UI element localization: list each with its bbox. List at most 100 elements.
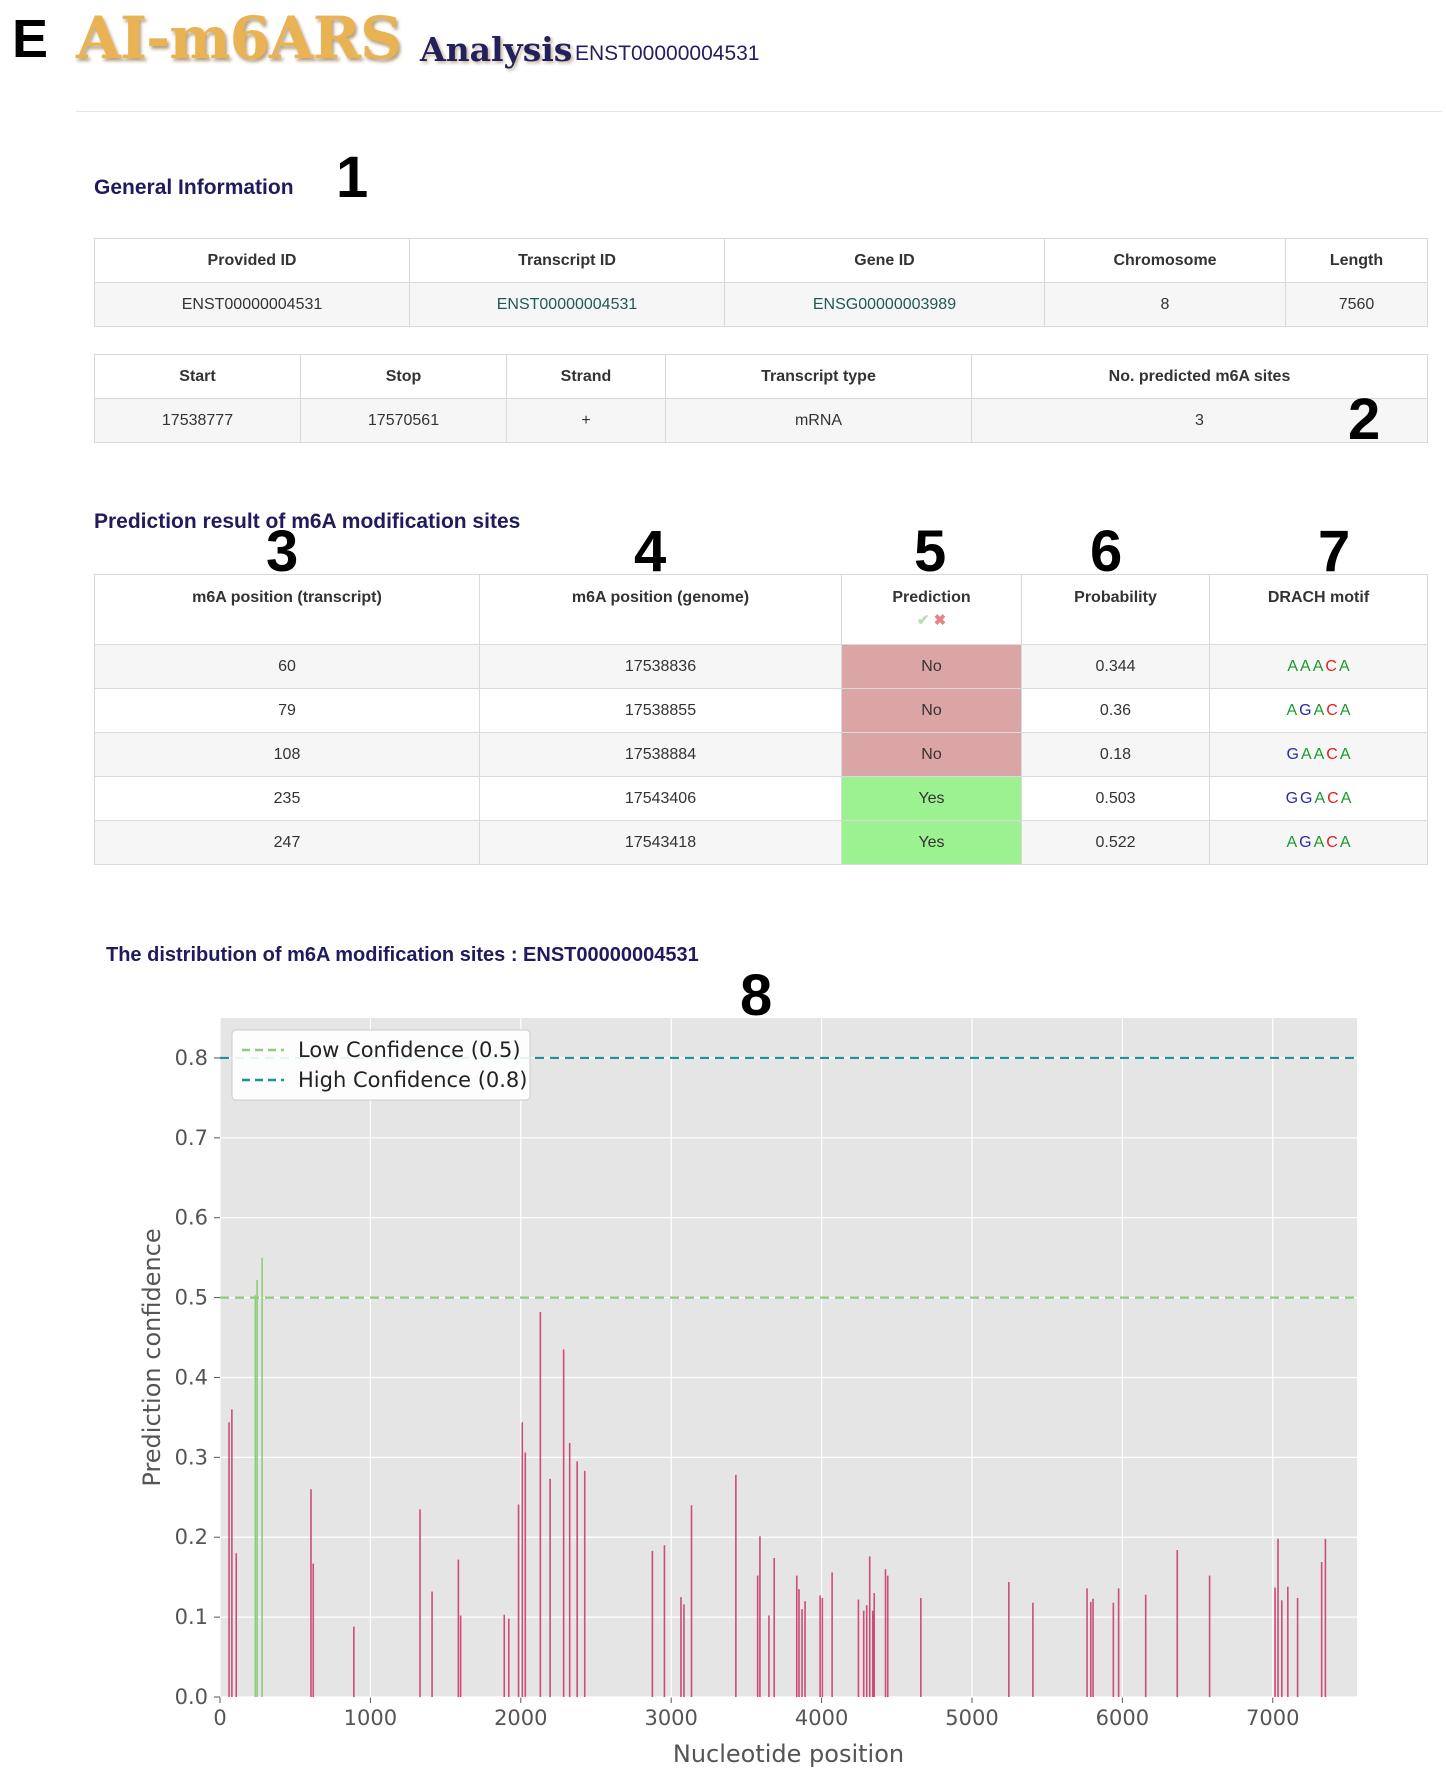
motif-nucleotide: G <box>1299 701 1312 719</box>
analysis-heading: Analysis <box>420 30 573 69</box>
y-tick-label: 0.8 <box>175 1046 208 1070</box>
prediction-rows: 60 17538836 No 0.344 A A A C A 79 17538855 No 0.36 A G… <box>94 644 1428 865</box>
probability-cell: 0.503 <box>1021 776 1210 821</box>
annotation-number-3: 3 <box>266 519 299 584</box>
annotation-number-4: 4 <box>634 519 667 584</box>
y-tick-label: 0.2 <box>175 1525 208 1549</box>
genome-position-cell: 17538884 <box>479 732 842 777</box>
table-row: ENST00000004531 ENST00000004531 ENSG0000… <box>94 282 1428 327</box>
probability-cell: 0.522 <box>1021 820 1210 865</box>
x-tick-label: 2000 <box>494 1706 547 1730</box>
y-tick-label: 0.6 <box>175 1206 208 1230</box>
transcript-detail-table: Start Stop Strand Transcript type No. pr… <box>94 354 1428 443</box>
x-tick-label: 0 <box>213 1706 226 1730</box>
col-prediction: Prediction ✔ ✖ <box>841 574 1022 645</box>
annotation-number-2: 2 <box>1348 387 1381 452</box>
prediction-table: m6A position (transcript) m6A position (… <box>94 574 1428 865</box>
transcript-position-cell: 247 <box>94 820 480 865</box>
x-tick-label: 3000 <box>644 1706 697 1730</box>
transcript-position-cell: 79 <box>94 688 480 733</box>
col-transcript-position: m6A position (transcript) <box>94 574 480 645</box>
x-tick-label: 5000 <box>945 1706 998 1730</box>
y-tick-label: 0.3 <box>175 1445 208 1469</box>
stop-value: 17570561 <box>300 398 507 443</box>
motif-nucleotide: G <box>1300 789 1313 807</box>
motif-nucleotide: A <box>1300 657 1311 675</box>
transcript-detail-header-row: Start Stop Strand Transcript type No. pr… <box>94 354 1428 399</box>
table-row: 235 17543406 Yes 0.503 G G A C A <box>94 776 1428 821</box>
motif-nucleotide: A <box>1339 833 1351 851</box>
header-transcript-id: - ENST00000004531 <box>562 42 759 66</box>
prediction-cell: Yes <box>841 776 1022 821</box>
table-row: 79 17538855 No 0.36 A G A C A <box>94 688 1428 733</box>
genome-position-cell: 17543406 <box>479 776 842 821</box>
gene-id-link-text[interactable]: ENSG00000003989 <box>812 295 957 313</box>
probability-cell: 0.344 <box>1021 644 1210 689</box>
motif-nucleotide: A <box>1314 789 1326 807</box>
general-info-table: Provided ID Transcript ID Gene ID Chromo… <box>94 238 1428 327</box>
motif-nucleotide: A <box>1339 745 1351 763</box>
prediction-cell: Yes <box>841 820 1022 865</box>
genome-position-cell: 17538855 <box>479 688 842 733</box>
x-axis-label: Nucleotide position <box>673 1740 904 1768</box>
header-transcript: ENST00000004531 <box>575 42 760 65</box>
transcript-position-cell: 108 <box>94 732 480 777</box>
chromosome-value: 8 <box>1044 282 1286 327</box>
start-value: 17538777 <box>94 398 301 443</box>
motif-nucleotide: A <box>1287 657 1299 675</box>
motif-nucleotide: A <box>1339 701 1351 719</box>
check-icon: ✔ <box>916 612 930 629</box>
transcript-position-cell: 60 <box>94 644 480 689</box>
legend-low-label: Low Confidence (0.5) <box>298 1038 521 1062</box>
legend-high-label: High Confidence (0.8) <box>298 1068 527 1092</box>
motif-nucleotide: C <box>1326 833 1338 851</box>
prediction-cell: No <box>841 732 1022 777</box>
transcript-id-link[interactable]: ENST00000004531 <box>409 282 725 327</box>
motif-nucleotide: G <box>1299 833 1312 851</box>
motif-nucleotide: A <box>1286 833 1298 851</box>
y-tick-label: 0.1 <box>175 1605 208 1629</box>
motif-nucleotide: A <box>1313 701 1325 719</box>
chart-legend <box>231 1029 531 1101</box>
y-axis-label: Prediction confidence <box>138 1228 166 1486</box>
col-stop: Stop <box>300 354 507 399</box>
gene-id-link[interactable]: ENSG00000003989 <box>724 282 1045 327</box>
chart-title: The distribution of m6A modification sit… <box>106 944 699 966</box>
annotation-number-5: 5 <box>914 519 947 584</box>
motif-nucleotide: A <box>1313 833 1325 851</box>
predicted-sites-value: 3 <box>971 398 1428 443</box>
motif-nucleotide: A <box>1313 745 1325 763</box>
header-separator: - <box>562 42 569 65</box>
annotation-number-1: 1 <box>336 145 369 210</box>
prediction-legend: ✔ ✖ <box>842 611 1021 629</box>
motif-nucleotide: A <box>1312 657 1324 675</box>
x-tick-label: 7000 <box>1246 1706 1299 1730</box>
y-tick-label: 0.4 <box>175 1365 208 1389</box>
plot-background <box>220 1018 1357 1697</box>
col-prediction-label: Prediction <box>892 589 971 606</box>
x-tick-label: 4000 <box>795 1706 848 1730</box>
col-predicted-sites: No. predicted m6A sites <box>971 354 1428 399</box>
panel-letter: E <box>12 9 49 69</box>
col-drach-motif: DRACH motif <box>1209 574 1428 645</box>
app-logo[interactable]: AI-m6ARS <box>76 4 402 72</box>
header-divider <box>76 111 1442 112</box>
transcript-position-cell: 235 <box>94 776 480 821</box>
col-length: Length <box>1285 238 1428 283</box>
genome-position-cell: 17543418 <box>479 820 842 865</box>
motif-nucleotide: A <box>1286 701 1298 719</box>
transcript-id-link-text[interactable]: ENST00000004531 <box>496 295 638 313</box>
col-transcript-type: Transcript type <box>665 354 972 399</box>
annotation-number-8: 8 <box>740 963 773 1028</box>
table-row: 247 17543418 Yes 0.522 A G A C A <box>94 820 1428 865</box>
table-row: 108 17538884 No 0.18 G A A C A <box>94 732 1428 777</box>
motif-nucleotide: A <box>1340 789 1352 807</box>
motif-nucleotide: A <box>1300 745 1312 763</box>
annotation-number-7: 7 <box>1318 519 1351 584</box>
strand-value: + <box>506 398 666 443</box>
table-row: 17538777 17570561 + mRNA 3 <box>94 398 1428 443</box>
